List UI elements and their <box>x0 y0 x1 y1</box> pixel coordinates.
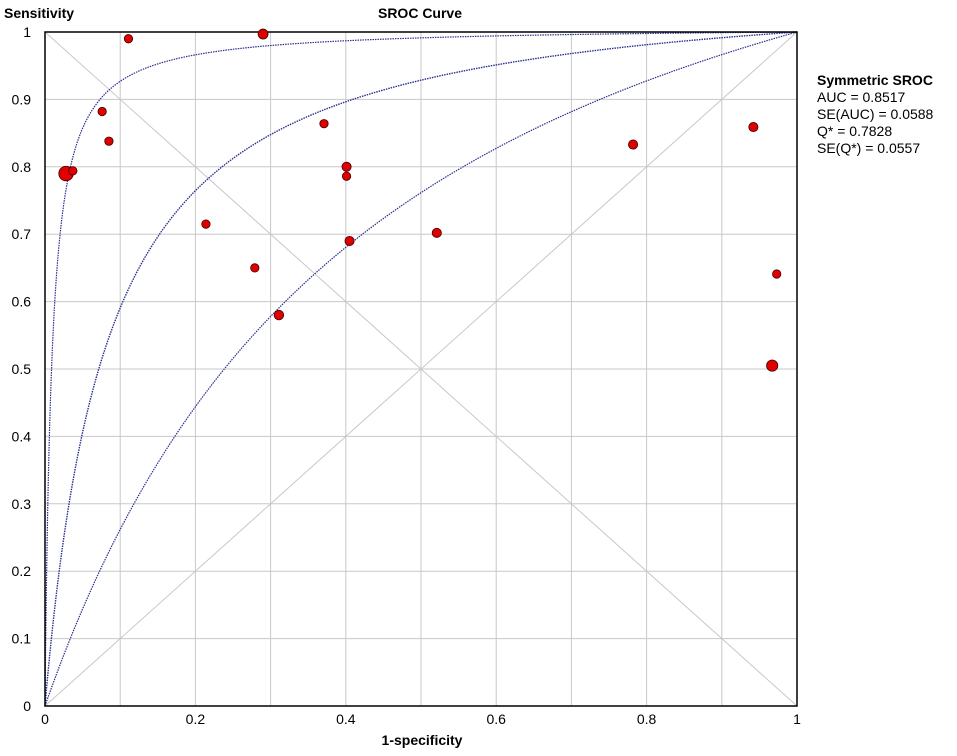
plot-frame <box>44 31 798 707</box>
y-tick-label: 0.6 <box>12 294 32 310</box>
tick-labels: 0 0.1 0.2 0.3 0.4 0.5 0.6 0.7 0.8 0.9 1 0 0.2 0.4 0.6 0… <box>12 24 802 727</box>
study-point <box>748 122 759 133</box>
y-tick-label: 0.7 <box>12 226 32 242</box>
sroc-curves <box>44 31 798 707</box>
sroc-ci-curve-1 <box>44 31 798 707</box>
study-point <box>201 219 211 229</box>
study-points <box>58 28 782 372</box>
study-point <box>766 359 779 372</box>
y-tick-label: 0.4 <box>12 428 32 444</box>
study-point <box>123 34 134 44</box>
sroc-stats-panel: Symmetric SROC AUC = 0.8517 SE(AUC) = 0.… <box>817 72 933 157</box>
x-axis-label: 1-specificity <box>382 732 463 748</box>
study-point <box>319 119 329 129</box>
study-point <box>341 161 352 172</box>
stats-heading: Symmetric SROC <box>817 72 933 88</box>
study-point <box>431 227 442 238</box>
study-point <box>257 28 269 40</box>
study-point <box>344 235 355 246</box>
x-tick-label: 0 <box>41 711 49 727</box>
study-point <box>341 171 352 181</box>
y-tick-label: 1 <box>23 24 31 40</box>
stats-se-q-star: SE(Q*) = 0.0557 <box>817 140 921 156</box>
study-point <box>97 106 107 117</box>
study-point <box>104 136 114 146</box>
x-tick-label: 0.6 <box>486 711 506 727</box>
y-tick-label: 0.9 <box>12 91 32 107</box>
study-point <box>628 139 639 150</box>
stats-q-star: Q* = 0.7828 <box>817 123 893 139</box>
y-axis-label: Sensitivity <box>4 5 74 21</box>
chart-title: SROC Curve <box>378 5 462 21</box>
study-point <box>250 263 260 273</box>
study-point <box>772 269 782 279</box>
sroc-ci-curve-0 <box>44 31 798 706</box>
study-point <box>273 309 285 321</box>
y-tick-label: 0.5 <box>12 361 32 377</box>
y-tick-label: 0.2 <box>12 563 32 579</box>
x-tick-label: 0.8 <box>637 711 657 727</box>
x-tick-label: 0.2 <box>186 711 206 727</box>
y-tick-label: 0 <box>23 698 31 714</box>
study-point <box>68 166 78 176</box>
stats-auc: AUC = 0.8517 <box>817 89 906 105</box>
stats-se-auc: SE(AUC) = 0.0588 <box>817 106 934 122</box>
x-tick-label: 1 <box>793 711 801 727</box>
y-tick-label: 0.3 <box>12 496 32 512</box>
anti-diagonal-reference-line <box>44 31 798 707</box>
x-tick-label: 0.4 <box>336 711 356 727</box>
y-tick-label: 0.1 <box>12 631 32 647</box>
y-tick-label: 0.8 <box>12 159 32 175</box>
sroc-curve <box>44 31 798 707</box>
reference-lines <box>44 31 798 707</box>
